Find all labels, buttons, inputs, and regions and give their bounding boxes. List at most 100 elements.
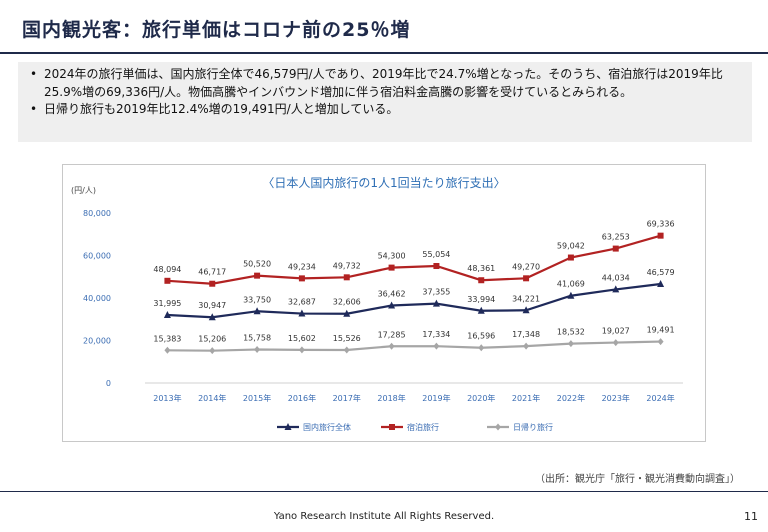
chart-container: 〈日本人国内旅行の1人1回当たり旅行支出〉 (円/人) 0 20,000 40,00… bbox=[62, 164, 706, 442]
x-tick-label: 2019年 bbox=[422, 393, 450, 403]
data-label: 15,383 bbox=[153, 334, 181, 343]
x-tick-label: 2018年 bbox=[377, 393, 405, 403]
data-point-marker bbox=[612, 285, 620, 293]
y-axis: 0 20,000 40,000 60,000 80,000 bbox=[83, 209, 111, 388]
series-lines bbox=[163, 232, 665, 355]
data-label: 46,579 bbox=[647, 268, 675, 277]
data-point-marker bbox=[567, 254, 574, 261]
chart-legend: 国内旅行全体 宿泊旅行 日帰り旅行 bbox=[277, 422, 553, 432]
legend-item-3: 日帰り旅行 bbox=[487, 422, 553, 432]
data-point-marker bbox=[388, 342, 395, 350]
data-label: 32,687 bbox=[288, 298, 316, 307]
summary-box: 2024年の旅行単価は、国内旅行全体で46,579円/人であり、2019年比で2… bbox=[18, 62, 752, 142]
data-label: 32,606 bbox=[333, 298, 361, 307]
data-point-marker bbox=[254, 272, 261, 279]
data-point-marker bbox=[657, 232, 664, 239]
data-point-marker bbox=[163, 311, 171, 319]
data-label: 63,253 bbox=[602, 233, 630, 242]
legend-label: 宿泊旅行 bbox=[407, 422, 439, 432]
data-point-marker bbox=[495, 423, 501, 431]
source-note: （出所：観光庁「旅行・観光消費動向調査」） bbox=[535, 474, 740, 485]
data-label: 36,462 bbox=[378, 290, 406, 299]
data-point-marker bbox=[432, 299, 440, 307]
data-label: 17,348 bbox=[512, 330, 540, 339]
data-point-marker bbox=[433, 342, 440, 350]
y-tick-label: 40,000 bbox=[83, 294, 111, 303]
series-line bbox=[167, 234, 661, 285]
data-label: 34,221 bbox=[512, 294, 540, 303]
y-tick-label: 0 bbox=[106, 379, 111, 388]
data-point-marker bbox=[388, 301, 396, 309]
summary-bullet-1: 2024年の旅行単価は、国内旅行全体で46,579円/人であり、2019年比で2… bbox=[28, 66, 742, 101]
x-tick-label: 2013年 bbox=[153, 393, 181, 403]
x-tick-label: 2017年 bbox=[333, 393, 361, 403]
x-tick-label: 2014年 bbox=[198, 393, 226, 403]
summary-bullet-2: 日帰り旅行も2019年比12.4%増の19,491円/人と増加している。 bbox=[28, 101, 742, 119]
legend-item-1: 国内旅行全体 bbox=[277, 422, 351, 432]
data-point-marker bbox=[253, 307, 261, 315]
data-point-marker bbox=[523, 275, 530, 282]
data-label: 48,094 bbox=[153, 265, 181, 274]
data-label: 17,285 bbox=[378, 330, 406, 339]
data-label: 15,602 bbox=[288, 334, 316, 343]
legend-item-2: 宿泊旅行 bbox=[381, 422, 439, 432]
data-label: 59,042 bbox=[557, 242, 585, 251]
summary-list: 2024年の旅行単価は、国内旅行全体で46,579円/人であり、2019年比で2… bbox=[28, 66, 742, 119]
data-point-marker bbox=[343, 274, 350, 281]
data-label: 49,234 bbox=[288, 262, 316, 271]
data-label: 18,532 bbox=[557, 328, 585, 337]
data-label: 30,947 bbox=[198, 301, 226, 310]
data-label: 31,995 bbox=[153, 299, 181, 308]
data-point-marker bbox=[209, 347, 216, 355]
copyright-footer: Yano Research Institute All Rights Reser… bbox=[273, 511, 495, 522]
data-label: 49,270 bbox=[512, 262, 540, 271]
legend-label: 国内旅行全体 bbox=[303, 422, 351, 432]
series-line bbox=[167, 282, 661, 319]
x-tick-label: 2016年 bbox=[288, 393, 316, 403]
footer-divider bbox=[0, 491, 768, 492]
page-title: 国内観光客：旅行単価はコロナ前の25％増 bbox=[22, 19, 411, 41]
data-label: 19,491 bbox=[647, 326, 675, 335]
data-point-marker bbox=[612, 245, 619, 252]
data-point-marker bbox=[298, 309, 306, 317]
x-tick-label: 2023年 bbox=[602, 393, 630, 403]
data-label: 48,361 bbox=[467, 264, 495, 273]
y-tick-label: 80,000 bbox=[83, 209, 111, 218]
data-point-marker bbox=[433, 263, 440, 270]
legend-label: 日帰り旅行 bbox=[513, 422, 553, 432]
x-tick-label: 2024年 bbox=[646, 393, 674, 403]
x-tick-label: 2020年 bbox=[467, 393, 495, 403]
title-bar: 国内観光客：旅行単価はコロナ前の25％増 bbox=[0, 0, 768, 54]
data-labels: 31,995 30,947 33,750 32,687 32,606 36,462 37,3… bbox=[153, 220, 674, 344]
data-label: 15,206 bbox=[198, 335, 226, 344]
data-label: 33,750 bbox=[243, 295, 271, 304]
y-tick-label: 20,000 bbox=[83, 337, 111, 346]
x-tick-label: 2015年 bbox=[243, 393, 271, 403]
data-label: 37,355 bbox=[422, 288, 450, 297]
y-tick-label: 60,000 bbox=[83, 252, 111, 261]
data-point-marker bbox=[388, 264, 395, 271]
data-point-marker bbox=[208, 313, 216, 321]
series-2 bbox=[164, 232, 664, 287]
data-label: 69,336 bbox=[647, 220, 675, 229]
data-point-marker bbox=[389, 424, 395, 430]
data-point-marker bbox=[522, 306, 530, 314]
series-1 bbox=[163, 280, 665, 321]
data-label: 54,300 bbox=[378, 252, 406, 261]
data-label: 15,526 bbox=[333, 334, 361, 343]
data-label: 50,520 bbox=[243, 260, 271, 269]
x-tick-label: 2021年 bbox=[512, 393, 540, 403]
page-number: 11 bbox=[744, 510, 758, 523]
data-point-marker bbox=[478, 277, 485, 284]
data-point-marker bbox=[612, 339, 619, 347]
data-label: 17,334 bbox=[422, 330, 450, 339]
data-label: 46,717 bbox=[198, 268, 226, 277]
data-point-marker bbox=[478, 344, 485, 352]
data-label: 33,994 bbox=[467, 295, 495, 304]
data-point-marker bbox=[284, 423, 292, 430]
data-label: 41,069 bbox=[557, 280, 585, 289]
x-axis: 2013年 2014年 2015年 2016年 2017年 2018年 2019年 2020年… bbox=[145, 382, 683, 403]
data-point-marker bbox=[254, 346, 261, 354]
data-label: 49,732 bbox=[333, 261, 361, 270]
y-unit-label: (円/人) bbox=[71, 186, 96, 195]
